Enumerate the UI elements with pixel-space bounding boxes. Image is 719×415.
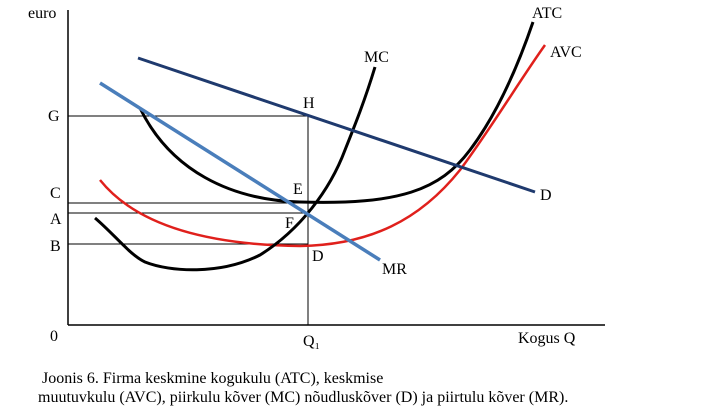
y-point-label: B	[50, 238, 61, 255]
y-point-label: A	[50, 211, 62, 228]
point-label: D	[312, 248, 324, 265]
x-axis-label: Kogus Q	[518, 330, 576, 347]
y-point-label: C	[50, 185, 61, 202]
mr-curve	[99, 81, 381, 262]
guide-lines	[68, 115, 310, 325]
point-label: F	[285, 215, 294, 232]
y-axis-label: euro	[28, 5, 56, 22]
caption-line: muutuvkulu (AVC), piirkulu kõver (MC) nõ…	[38, 389, 568, 406]
curve-label: MR	[382, 261, 407, 278]
curve-label: ATC	[532, 5, 562, 22]
point-label: H	[303, 95, 315, 112]
curve-label: AVC	[550, 44, 582, 61]
caption-line: Joonis 6. Firma keskmine kogukulu (ATC),…	[42, 370, 383, 387]
q-label: Q₁	[303, 333, 320, 350]
y-point-label: G	[48, 108, 60, 125]
curve-label: D	[540, 187, 552, 204]
d-curve	[137, 56, 536, 194]
curve-label: MC	[364, 49, 389, 66]
atc-curve	[138, 21, 535, 204]
avc-curve	[99, 44, 547, 248]
point-label: E	[293, 181, 303, 198]
origin-label: 0	[50, 328, 58, 345]
